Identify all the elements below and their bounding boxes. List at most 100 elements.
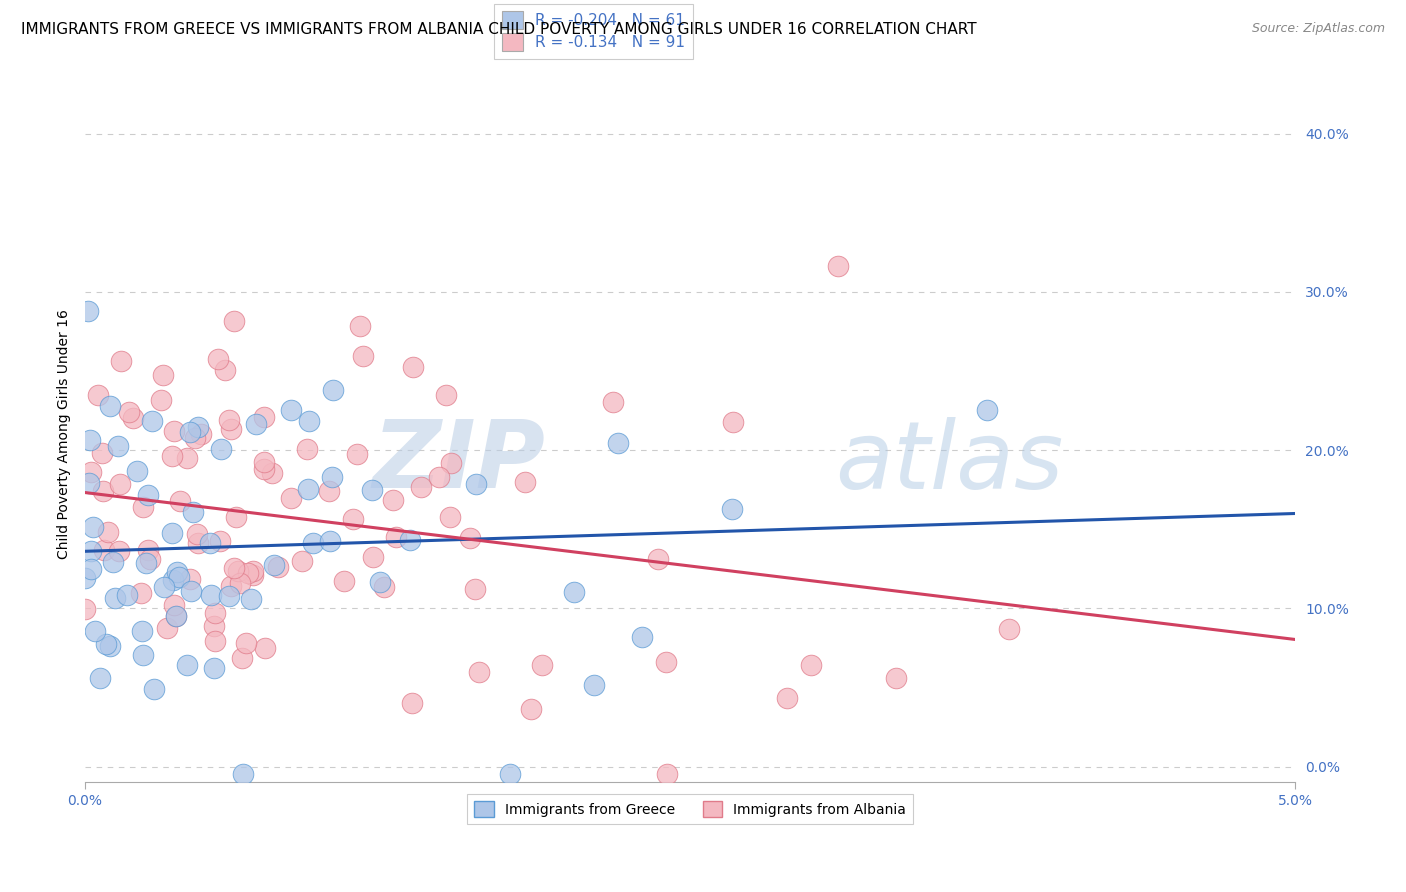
Point — [562, 585, 585, 599]
Point — [655, 767, 678, 781]
Y-axis label: Child Poverty Among Girls Under 16: Child Poverty Among Girls Under 16 — [58, 310, 72, 559]
Point — [204, 606, 226, 620]
Point — [93, 543, 115, 558]
Text: Source: ZipAtlas.com: Source: ZipAtlas.com — [1251, 22, 1385, 36]
Point — [263, 558, 285, 573]
Point — [997, 622, 1019, 636]
Point — [103, 555, 125, 569]
Point — [186, 527, 208, 541]
Point — [167, 570, 190, 584]
Point — [104, 591, 127, 605]
Point — [214, 362, 236, 376]
Point — [160, 449, 183, 463]
Point — [884, 671, 907, 685]
Point — [238, 566, 260, 580]
Point — [169, 494, 191, 508]
Point — [602, 395, 624, 409]
Point — [468, 665, 491, 679]
Point — [76, 304, 98, 318]
Text: IMMIGRANTS FROM GREECE VS IMMIGRANTS FROM ALBANIA CHILD POVERTY AMONG GIRLS UNDE: IMMIGRANTS FROM GREECE VS IMMIGRANTS FRO… — [21, 22, 977, 37]
Point — [136, 488, 159, 502]
Point — [202, 661, 225, 675]
Point — [402, 359, 425, 374]
Point — [499, 767, 522, 781]
Point — [139, 551, 162, 566]
Point — [132, 500, 155, 514]
Point — [97, 525, 120, 540]
Point — [180, 583, 202, 598]
Point — [218, 412, 240, 426]
Point — [654, 656, 676, 670]
Point — [107, 439, 129, 453]
Point — [385, 530, 408, 544]
Point — [352, 349, 374, 363]
Point — [226, 564, 249, 578]
Point — [98, 400, 121, 414]
Point — [80, 465, 103, 479]
Point — [108, 477, 131, 491]
Point — [202, 619, 225, 633]
Text: atlas: atlas — [835, 417, 1063, 508]
Point — [225, 510, 247, 524]
Point — [232, 767, 254, 781]
Point — [149, 392, 172, 407]
Point — [79, 433, 101, 447]
Point — [776, 691, 799, 706]
Point — [464, 582, 486, 596]
Point — [176, 658, 198, 673]
Point — [98, 639, 121, 653]
Point — [465, 477, 488, 491]
Point — [204, 633, 226, 648]
Point — [118, 405, 141, 419]
Point — [242, 567, 264, 582]
Point — [117, 588, 139, 602]
Point — [89, 672, 111, 686]
Point — [319, 534, 342, 549]
Point — [224, 561, 246, 575]
Point — [346, 447, 368, 461]
Point — [231, 651, 253, 665]
Point — [75, 602, 97, 616]
Point — [630, 630, 652, 644]
Point — [370, 574, 392, 589]
Point — [165, 608, 187, 623]
Point — [298, 414, 321, 428]
Point — [976, 403, 998, 417]
Point — [94, 637, 117, 651]
Point — [515, 475, 537, 489]
Point — [138, 542, 160, 557]
Point — [266, 560, 288, 574]
Point — [77, 475, 100, 490]
Point — [800, 658, 823, 673]
Point — [520, 702, 543, 716]
Point — [333, 574, 356, 588]
Point — [222, 314, 245, 328]
Legend: Immigrants from Greece, Immigrants from Albania: Immigrants from Greece, Immigrants from … — [467, 794, 912, 824]
Point — [349, 319, 371, 334]
Point — [184, 431, 207, 445]
Point — [401, 697, 423, 711]
Point — [198, 536, 221, 550]
Point — [91, 483, 114, 498]
Point — [163, 598, 186, 612]
Point — [108, 544, 131, 558]
Point — [253, 640, 276, 655]
Point — [530, 657, 553, 672]
Point — [253, 454, 276, 468]
Point — [218, 590, 240, 604]
Point — [208, 533, 231, 548]
Point — [409, 480, 432, 494]
Point — [342, 512, 364, 526]
Point — [110, 354, 132, 368]
Point — [219, 421, 242, 435]
Point — [235, 635, 257, 649]
Point — [245, 417, 267, 432]
Text: ZIP: ZIP — [373, 417, 546, 508]
Point — [83, 624, 105, 638]
Point — [280, 491, 302, 505]
Point — [291, 554, 314, 568]
Point — [440, 456, 463, 470]
Point — [242, 564, 264, 578]
Point — [321, 470, 343, 484]
Point — [262, 466, 284, 480]
